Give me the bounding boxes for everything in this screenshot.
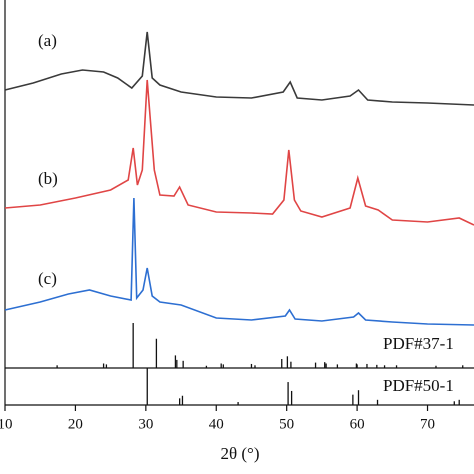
series-label: (c) — [38, 269, 57, 288]
spectrum-line — [4, 197, 474, 326]
series-label: (a) — [38, 31, 57, 50]
spectrum-line — [4, 31, 474, 106]
x-tick-label: 10 — [0, 416, 13, 432]
x-axis-label: 2θ (°) — [220, 444, 259, 463]
x-tick-label: 20 — [68, 416, 83, 432]
reference-label: PDF#37-1 — [383, 334, 454, 353]
x-tick-label: 30 — [138, 416, 153, 432]
x-tick-label: 40 — [209, 416, 224, 432]
spectrum-line — [4, 79, 474, 226]
x-tick-label: 70 — [420, 416, 435, 432]
series-label: (b) — [38, 169, 58, 188]
x-tick-label: 60 — [350, 416, 365, 432]
x-tick-label: 50 — [279, 416, 294, 432]
reference-label: PDF#50-1 — [383, 376, 454, 395]
